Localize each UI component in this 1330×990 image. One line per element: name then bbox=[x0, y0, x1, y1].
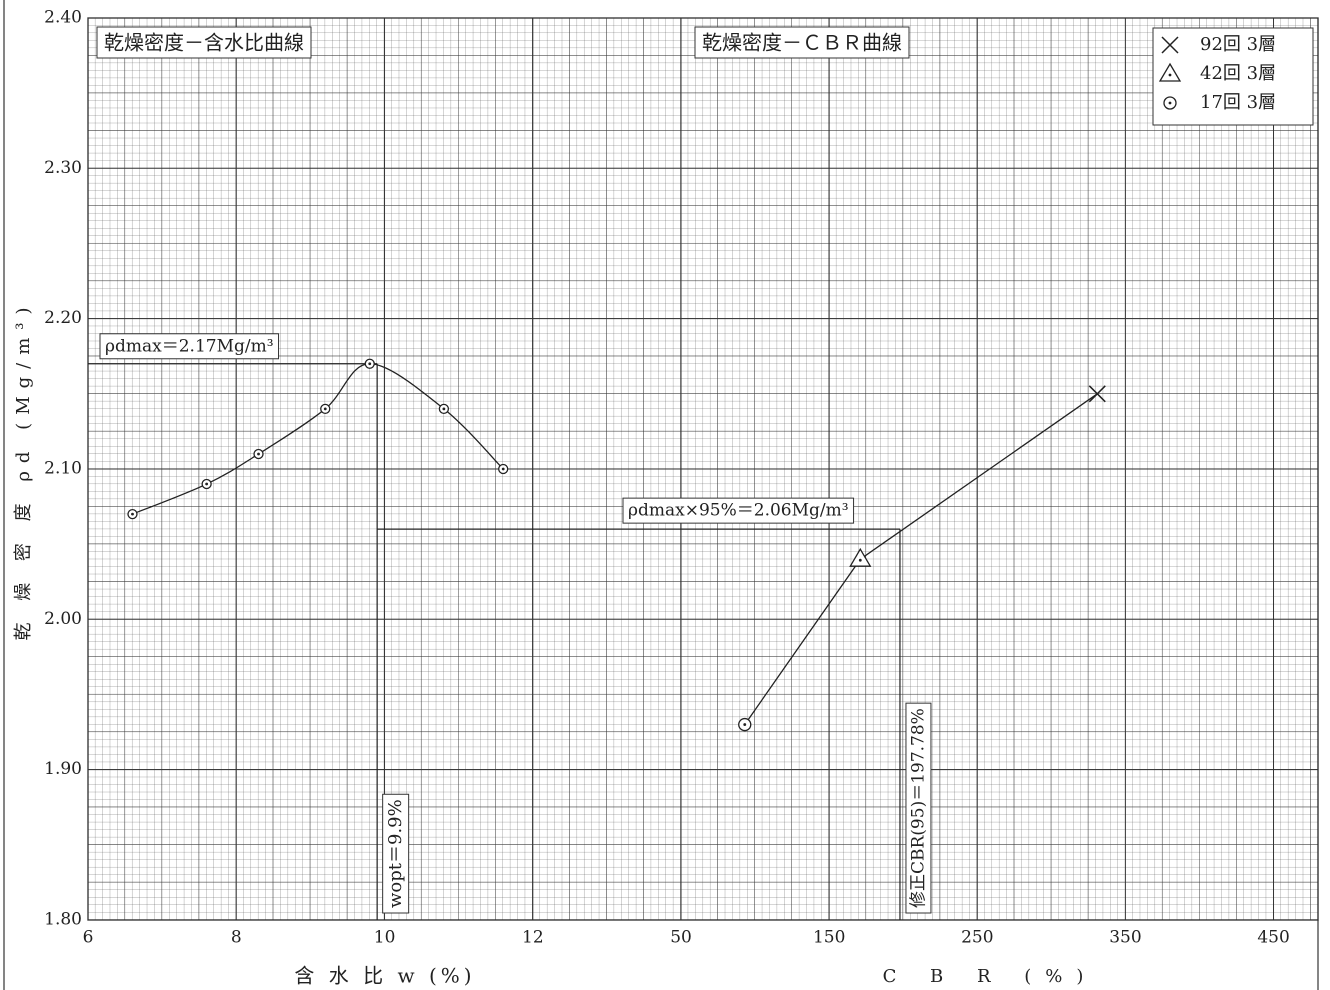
chart-title: 乾燥密度－ＣＢＲ曲線 bbox=[702, 31, 902, 55]
marker-dot bbox=[1168, 73, 1172, 77]
x-tick-label: 6 bbox=[83, 928, 94, 948]
marker-dot bbox=[257, 452, 260, 456]
marker-triangle bbox=[1158, 62, 1182, 82]
marker-x bbox=[1161, 36, 1179, 54]
y-tick-label: 2.10 bbox=[44, 459, 82, 479]
annotation: ρdmax×95%＝2.06Mg/m³ bbox=[628, 501, 849, 521]
marker bbox=[1158, 62, 1182, 82]
legend-label: 92回 3層 bbox=[1200, 34, 1276, 55]
marker bbox=[1161, 36, 1179, 54]
x-tick-label: 10 bbox=[374, 928, 396, 948]
y-tick-label: 2.30 bbox=[44, 158, 82, 178]
marker bbox=[738, 717, 752, 732]
x-tick-label: 250 bbox=[961, 928, 993, 948]
marker-dot bbox=[368, 362, 372, 366]
x-axis-label: 含 水 比 w (%) bbox=[294, 964, 475, 988]
annotation: wopt＝9.9% bbox=[385, 799, 406, 908]
marker-dot bbox=[1168, 101, 1172, 105]
y-tick-label: 2.20 bbox=[44, 308, 82, 328]
x-axis-label: C B R (%) bbox=[883, 966, 1098, 987]
x-tick-label: 350 bbox=[1109, 928, 1141, 948]
legend-box bbox=[1152, 27, 1314, 126]
label-box bbox=[382, 793, 410, 914]
y-tick-label: 1.90 bbox=[44, 759, 82, 779]
y-axis-label: 乾 燥 密 度 ρd (Mg/m³) bbox=[13, 299, 34, 640]
x-tick-label: 150 bbox=[813, 928, 845, 948]
label-box bbox=[99, 333, 280, 360]
marker bbox=[1163, 96, 1177, 110]
marker bbox=[849, 547, 872, 567]
legend-label: 42回 3層 bbox=[1200, 63, 1276, 84]
y-tick-label: 2.00 bbox=[44, 609, 82, 629]
marker bbox=[320, 403, 331, 415]
marker-dot bbox=[131, 512, 134, 516]
marker-dot bbox=[205, 482, 209, 486]
x-tick-label: 8 bbox=[231, 928, 242, 948]
marker-triangle bbox=[849, 547, 872, 567]
marker bbox=[253, 448, 264, 460]
marker bbox=[498, 463, 509, 475]
x-tick-label: 450 bbox=[1257, 928, 1289, 948]
y-tick-label: 2.40 bbox=[44, 8, 82, 28]
marker bbox=[1088, 385, 1106, 403]
label-box bbox=[96, 26, 312, 59]
marker-dot bbox=[858, 558, 862, 562]
legend-label: 17回 3層 bbox=[1200, 92, 1276, 113]
marker bbox=[127, 508, 138, 520]
label-box bbox=[905, 702, 932, 914]
marker-x bbox=[1088, 385, 1106, 403]
annotation: ρdmax＝2.17Mg/m³ bbox=[105, 336, 274, 356]
marker bbox=[438, 403, 450, 415]
label-box bbox=[694, 26, 910, 59]
chart-title: 乾燥密度－含水比曲線 bbox=[104, 31, 304, 55]
label-box bbox=[622, 497, 855, 524]
marker bbox=[364, 358, 375, 369]
x-tick-label: 12 bbox=[522, 928, 544, 948]
x-tick-label: 50 bbox=[670, 928, 692, 948]
y-tick-label: 1.80 bbox=[44, 910, 82, 930]
marker-dot bbox=[323, 407, 327, 411]
marker-dot bbox=[501, 467, 505, 471]
marker-dot bbox=[442, 407, 446, 411]
marker bbox=[201, 478, 212, 490]
annotation: 修正CBR(95)＝197.78% bbox=[908, 708, 928, 908]
marker-dot bbox=[743, 723, 747, 726]
